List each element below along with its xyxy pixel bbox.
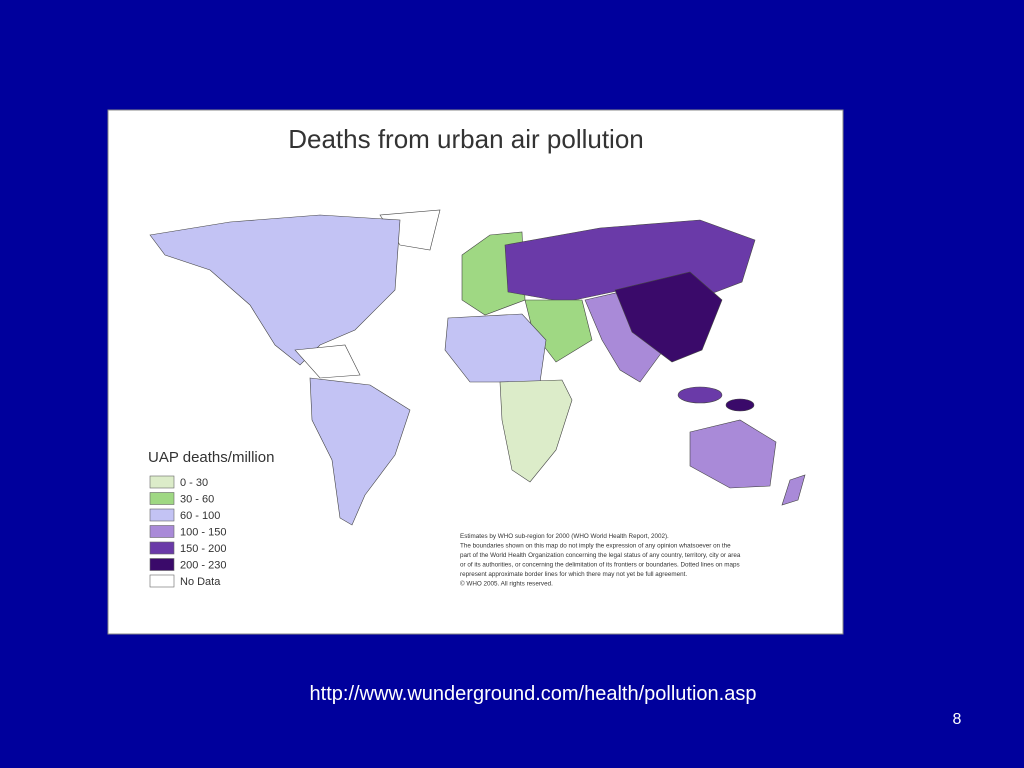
- legend-swatch: [149, 558, 175, 571]
- legend-label: 100 - 150: [180, 527, 226, 539]
- east-asia: [614, 271, 723, 363]
- world-map: [149, 209, 806, 526]
- new-zealand: [781, 474, 806, 506]
- note-line: represent approximate border lines for w…: [460, 571, 687, 578]
- legend-title: UAP deaths/million: [148, 449, 274, 466]
- note-line: The boundaries shown on this map do not …: [460, 543, 731, 550]
- legend-swatch: [149, 574, 175, 588]
- south-america: [309, 377, 411, 526]
- note-line: Estimates by WHO sub-region for 2000 (WH…: [460, 533, 669, 540]
- australia: [689, 419, 777, 489]
- new-guinea: [725, 398, 755, 412]
- legend-label: 0 - 30: [180, 477, 208, 489]
- south-east-asia: [677, 386, 723, 404]
- page-number: 8: [953, 711, 962, 728]
- legend-label: 200 - 230: [180, 560, 226, 572]
- source-url: http://www.wunderground.com/health/pollu…: [310, 683, 757, 705]
- note-line: part of the World Health Organization co…: [460, 552, 741, 559]
- legend: 0 - 30 30 - 60 60 - 100 100 - 150 150 - 200 2…: [149, 475, 226, 588]
- legend-label: 150 - 200: [180, 543, 226, 555]
- legend-label: No Data: [180, 576, 221, 588]
- note-line: © WHO 2005. All rights reserved.: [460, 580, 553, 588]
- legend-swatch: [149, 525, 175, 538]
- legend-label: 60 - 100: [180, 510, 220, 522]
- map-title: Deaths from urban air pollution: [288, 124, 644, 154]
- note-line: or of its authorities, or concerning the…: [460, 562, 740, 569]
- sub-saharan-africa: [499, 379, 573, 483]
- legend-swatch: [149, 541, 175, 555]
- legend-swatch: [149, 508, 175, 522]
- legend-swatch: [149, 475, 175, 489]
- note: Estimates by WHO sub-region for 2000 (WH…: [460, 533, 741, 588]
- caribbean: [294, 344, 361, 379]
- north-america: [149, 214, 401, 366]
- legend-label: 30 - 60: [180, 494, 214, 506]
- legend-swatch: [149, 492, 175, 505]
